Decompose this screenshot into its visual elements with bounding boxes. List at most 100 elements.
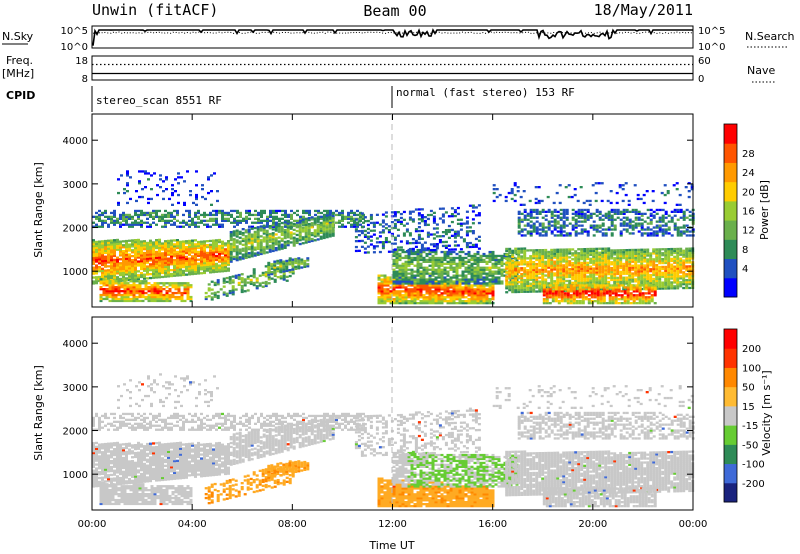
power-cell <box>244 240 248 244</box>
power-cell <box>505 271 509 274</box>
power-cell <box>102 282 106 285</box>
power-cell <box>410 302 414 305</box>
power-cell <box>140 244 143 247</box>
power-cell <box>168 284 172 287</box>
power-cell <box>283 246 287 249</box>
power-cell <box>125 253 128 256</box>
power-cell <box>458 300 462 303</box>
power-cell <box>446 292 450 295</box>
power-cell <box>431 292 435 295</box>
power-cell <box>383 294 387 297</box>
power-cell <box>649 254 653 257</box>
power-cell <box>310 224 314 227</box>
power-cell <box>171 191 174 195</box>
power-cell <box>479 284 483 287</box>
power-cell <box>473 266 477 269</box>
power-cell <box>617 288 621 291</box>
power-cell <box>141 290 145 293</box>
power-cell <box>553 288 557 291</box>
noise-panel: N.Sky 10^5 10^0 10^5 10^0 N.Search <box>2 25 795 53</box>
power-cell <box>455 290 459 293</box>
power-cell <box>477 247 481 250</box>
power-cell <box>461 272 465 275</box>
power-cell <box>446 300 450 303</box>
power-cell <box>129 286 133 289</box>
power-cell <box>429 209 433 213</box>
power-cell <box>676 257 680 260</box>
power-cell <box>110 249 113 252</box>
power-cell <box>526 280 530 283</box>
power-cell <box>288 257 292 260</box>
power-cell <box>497 270 501 273</box>
power-cell <box>464 280 468 283</box>
power-cell <box>354 236 358 239</box>
power-cell <box>679 263 683 266</box>
power-cell <box>173 272 176 275</box>
power-cell <box>661 258 665 261</box>
power-cell <box>197 270 200 273</box>
power-cell <box>265 235 269 238</box>
power-cell <box>640 280 644 283</box>
power-cell <box>470 274 474 277</box>
power-cell <box>435 231 439 234</box>
power-cell <box>356 223 359 226</box>
power-cell <box>538 276 542 279</box>
power-cell <box>308 211 311 215</box>
power-cell <box>185 267 188 270</box>
power-cell <box>215 219 218 222</box>
power-cell <box>446 280 450 283</box>
power-cell <box>461 288 465 291</box>
power-cell <box>628 254 632 258</box>
power-cell <box>468 204 472 207</box>
power-cell <box>664 269 668 272</box>
power-cell <box>643 266 647 269</box>
power-cell <box>423 221 427 225</box>
power-cell <box>652 279 656 283</box>
power-cell <box>201 188 204 191</box>
power-cell <box>416 262 420 265</box>
power-cell <box>200 266 203 269</box>
power-cell <box>661 248 665 251</box>
power-cell <box>280 239 284 242</box>
power-cell <box>104 241 107 245</box>
power-cell <box>383 288 387 291</box>
power-cell <box>261 271 265 275</box>
power-cell <box>601 271 605 274</box>
power-cell <box>110 241 113 244</box>
power-cell <box>476 290 480 293</box>
power-cell <box>235 253 239 256</box>
power-cell <box>92 248 95 252</box>
power-cell <box>155 268 158 271</box>
power-cell <box>372 223 376 226</box>
power-cell <box>132 284 136 287</box>
power-cell <box>628 274 632 277</box>
power-cell <box>616 253 620 256</box>
power-cell <box>253 236 257 239</box>
power-cell <box>116 260 119 263</box>
power-cell <box>658 275 662 278</box>
power-cell <box>131 223 134 226</box>
power-cell <box>241 237 245 241</box>
power-cell <box>261 285 265 288</box>
power-cell <box>532 262 536 266</box>
power-cell <box>222 293 226 296</box>
power-cell <box>477 214 481 217</box>
power-cell <box>673 285 677 288</box>
power-cell <box>167 259 170 262</box>
power-cell <box>200 268 203 271</box>
power-cell <box>95 252 98 255</box>
power-cell <box>605 302 609 305</box>
power-cell <box>407 254 411 258</box>
power-cell <box>470 288 474 291</box>
power-cell <box>425 270 429 273</box>
power-cell <box>108 282 112 285</box>
power-cell <box>395 280 399 283</box>
power-cell <box>437 276 441 279</box>
power-cell <box>604 282 608 286</box>
power-cell <box>123 191 126 195</box>
power-cell <box>422 280 426 283</box>
power-cell <box>235 251 239 254</box>
power-cell <box>116 246 119 249</box>
power-cell <box>137 248 140 251</box>
power-cell <box>260 215 263 218</box>
